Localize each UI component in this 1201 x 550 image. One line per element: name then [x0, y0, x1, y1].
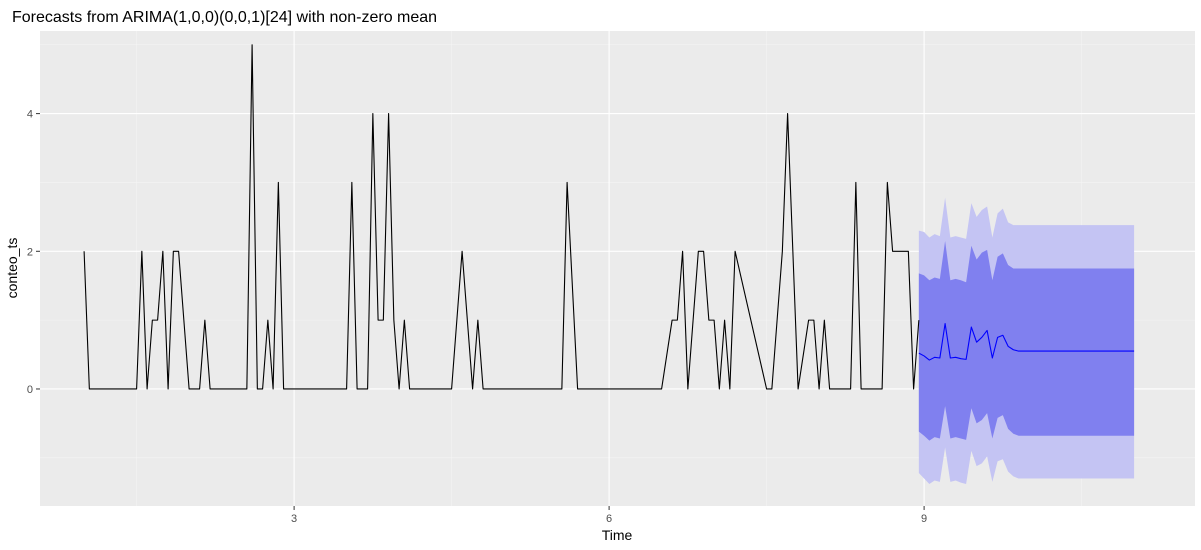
band-80 [918, 240, 1135, 441]
y-axis-title: conteo_ts [4, 238, 20, 299]
y-axis: 0 2 4 [27, 109, 40, 396]
x-tick-label: 9 [921, 513, 927, 525]
y-tick-label: 2 [27, 246, 33, 258]
forecast-mean-line [918, 323, 1135, 361]
y-tick-label: 4 [27, 109, 33, 121]
x-axis: 3 6 9 [291, 506, 927, 525]
observed-series-line [83, 44, 920, 390]
y-tick-label: 0 [27, 384, 33, 396]
chart-title: Forecasts from ARIMA(1,0,0)(0,0,1)[24] w… [12, 9, 437, 26]
x-tick-label: 6 [606, 513, 612, 525]
x-tick-label: 3 [291, 513, 297, 525]
series-lines [83, 44, 1135, 390]
prediction-intervals [918, 197, 1135, 484]
x-axis-title: Time [602, 527, 633, 543]
